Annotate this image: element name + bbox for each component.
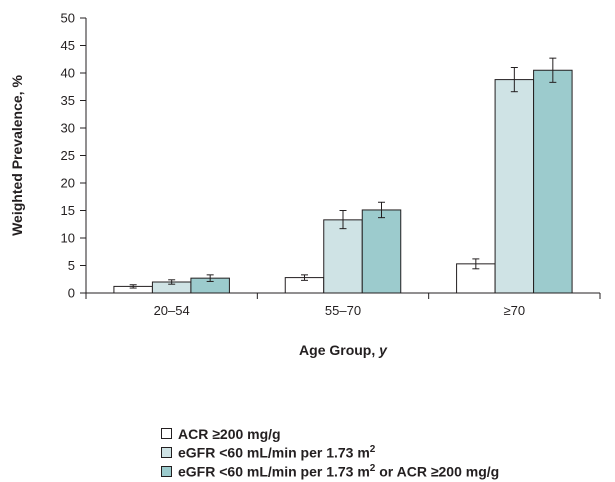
- y-tick-label: 10: [61, 231, 75, 246]
- legend-swatch-acr: [161, 428, 172, 439]
- y-tick-label: 50: [61, 11, 75, 26]
- legend-label-acr: ACR ≥200 mg/g: [178, 425, 281, 442]
- y-tick-label: 0: [68, 286, 75, 301]
- legend-item-egfr-or-acr: eGFR <60 mL/min per 1.73 m2 or ACR ≥200 …: [161, 462, 499, 481]
- y-tick-label: 35: [61, 93, 75, 108]
- y-tick-label: 30: [61, 121, 75, 136]
- legend-label-egfr-or-acr: eGFR <60 mL/min per 1.73 m2 or ACR ≥200 …: [178, 463, 500, 480]
- bar: [494, 79, 535, 294]
- bar: [361, 209, 402, 294]
- x-tick-label: 20–54: [154, 303, 190, 318]
- bar: [533, 69, 573, 294]
- legend-swatch-egfr: [161, 447, 172, 458]
- y-axis: 0 5 10 15 20 25 30 35 40 45 50: [61, 11, 87, 301]
- y-tick-label: 25: [61, 148, 75, 163]
- legend-item-egfr: eGFR <60 mL/min per 1.73 m2: [161, 443, 499, 462]
- legend: ACR ≥200 mg/g eGFR <60 mL/min per 1.73 m…: [161, 424, 499, 481]
- x-axis-title: Age Group, y: [299, 342, 388, 358]
- y-tick-label: 45: [61, 38, 75, 53]
- y-tick-label: 20: [61, 176, 75, 191]
- x-tick-label: ≥70: [504, 303, 526, 318]
- y-tick-label: 5: [68, 258, 75, 273]
- x-axis: 20–54 55–70 ≥70: [85, 292, 601, 318]
- bars: [113, 57, 573, 294]
- legend-item-acr: ACR ≥200 mg/g: [161, 424, 499, 443]
- x-tick-label: 55–70: [325, 303, 361, 318]
- bar-chart: 0 5 10 15 20 25 30 35 40 45 50 20–54 55–70 ≥70 Weigh…: [9, 11, 601, 358]
- legend-label-egfr: eGFR <60 mL/min per 1.73 m2: [178, 444, 376, 461]
- bar: [323, 219, 363, 294]
- y-axis-title: Weighted Prevalence, %: [9, 75, 25, 236]
- legend-swatch-egfr-or-acr: [161, 466, 172, 477]
- y-tick-label: 40: [61, 66, 75, 81]
- y-tick-label: 15: [61, 203, 75, 218]
